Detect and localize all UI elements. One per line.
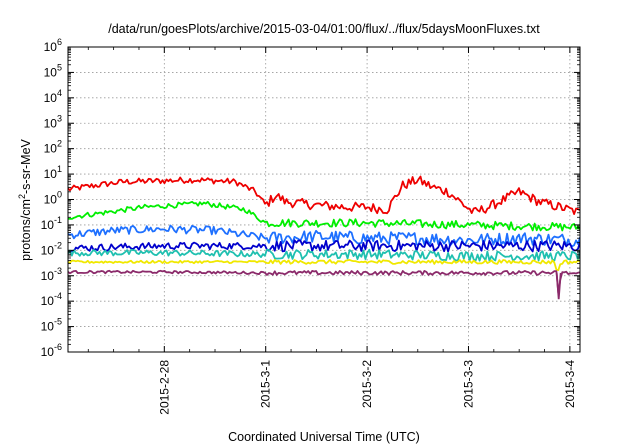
y-tick-base: 10 xyxy=(44,193,58,207)
x-axis-ticks: 2015-2-28 2015-3-1 2015-3-2 2015-3-3 2015-3-… xyxy=(87,47,577,415)
series-line xyxy=(68,239,580,253)
x-tick-label: 2015-2-28 xyxy=(157,360,171,415)
y-tick-base: 10 xyxy=(41,345,55,359)
y-tick-exponent: -1 xyxy=(54,215,62,225)
y-tick-exponent: -3 xyxy=(54,266,62,276)
y-tick-label: 105 xyxy=(44,62,62,79)
y-tick-label: 10-5 xyxy=(41,317,62,334)
series-line xyxy=(68,269,580,295)
series-line xyxy=(68,200,580,232)
y-tick-base: 10 xyxy=(41,269,55,283)
series-line xyxy=(68,258,580,272)
series-line xyxy=(68,224,580,248)
y-tick-label: 10-4 xyxy=(41,291,62,308)
y-tick-base: 10 xyxy=(44,142,58,156)
x-tick-label: 2015-3-3 xyxy=(461,360,475,408)
y-tick-label: 10-1 xyxy=(41,215,62,232)
grid xyxy=(68,47,580,352)
y-tick-label: 106 xyxy=(44,37,62,54)
y-tick-base: 10 xyxy=(44,116,58,130)
y-axis-ticks: 10-610-510-410-310-210-11001011021031041… xyxy=(41,37,580,359)
y-axis-label-rest: -s-sr-MeV xyxy=(19,138,33,194)
y-tick-exponent: 5 xyxy=(57,62,62,72)
y-tick-base: 10 xyxy=(41,218,55,232)
y-tick-exponent: 2 xyxy=(57,139,62,149)
y-tick-label: 101 xyxy=(44,164,62,181)
y-tick-label: 102 xyxy=(44,139,62,156)
y-tick-base: 10 xyxy=(41,294,55,308)
y-tick-base: 10 xyxy=(44,65,58,79)
y-tick-exponent: 6 xyxy=(57,37,62,47)
y-tick-base: 10 xyxy=(44,40,58,54)
x-tick-label: 2015-3-1 xyxy=(259,360,273,408)
y-tick-exponent: -4 xyxy=(54,291,62,301)
y-tick-base: 10 xyxy=(44,167,58,181)
chart-title: /data/run/goesPlots/archive/2015-03-04/0… xyxy=(108,22,540,36)
y-tick-exponent: -6 xyxy=(54,342,62,352)
series-dip xyxy=(555,272,562,300)
y-tick-exponent: 4 xyxy=(57,88,62,98)
y-axis-label-main: protons/cm xyxy=(19,199,33,261)
series-lines xyxy=(68,175,580,300)
y-tick-base: 10 xyxy=(44,91,58,105)
series-line xyxy=(68,248,580,262)
y-tick-exponent: -5 xyxy=(54,317,62,327)
y-axis-label: protons/cm2-s-sr-MeV xyxy=(17,138,33,260)
y-tick-exponent: 3 xyxy=(57,113,62,123)
x-axis-label: Coordinated Universal Time (UTC) xyxy=(228,430,420,444)
y-tick-label: 100 xyxy=(44,190,62,207)
y-tick-label: 10-6 xyxy=(41,342,62,359)
y-tick-label: 10-2 xyxy=(41,240,62,257)
y-tick-exponent: 0 xyxy=(57,190,62,200)
series-line xyxy=(68,175,580,216)
y-tick-base: 10 xyxy=(41,243,55,257)
x-tick-label: 2015-3-4 xyxy=(563,360,577,408)
y-tick-exponent: 1 xyxy=(57,164,62,174)
y-tick-exponent: -2 xyxy=(54,240,62,250)
y-axis-label-sup: 2 xyxy=(17,194,27,199)
y-tick-label: 10-3 xyxy=(41,266,62,283)
x-tick-label: 2015-3-2 xyxy=(360,360,374,408)
y-tick-base: 10 xyxy=(41,320,55,334)
y-tick-label: 103 xyxy=(44,113,62,130)
y-tick-label: 104 xyxy=(44,88,62,105)
